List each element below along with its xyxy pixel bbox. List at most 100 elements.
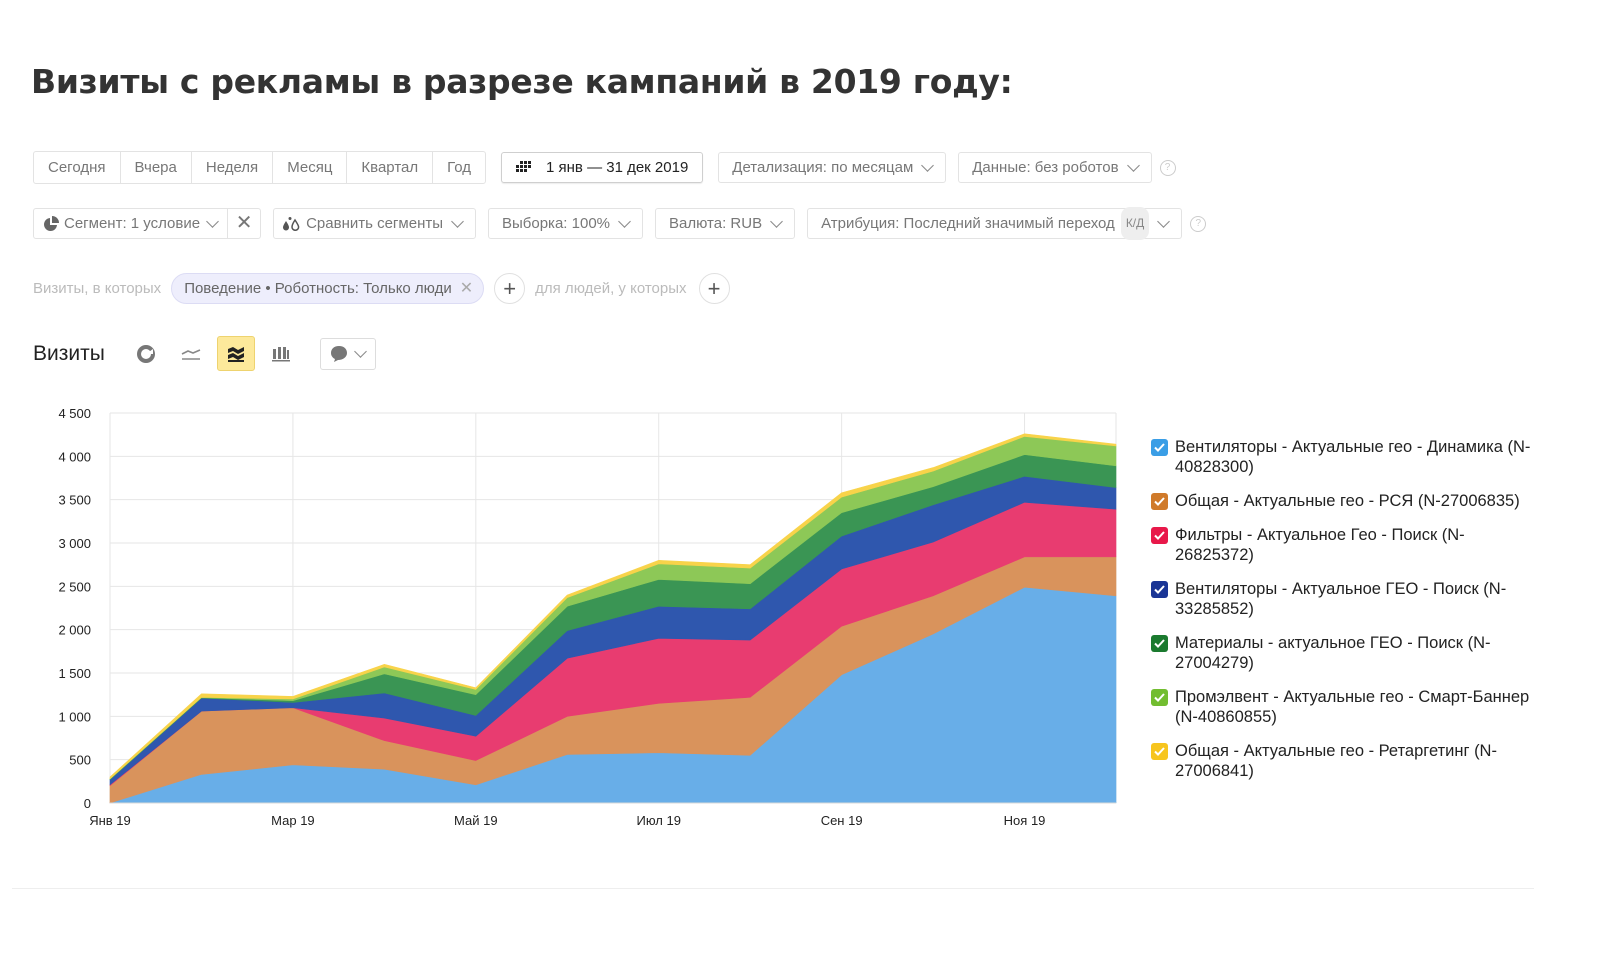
legend-checkbox[interactable] <box>1151 439 1168 456</box>
legend-checkbox[interactable] <box>1151 493 1168 510</box>
checkmark-icon <box>1154 639 1165 648</box>
period-quarter[interactable]: Квартал <box>347 152 434 183</box>
x-tick-label: Сен 19 <box>821 813 863 828</box>
line-chart-button[interactable] <box>172 336 210 371</box>
legend-item[interactable]: Вентиляторы - Актуальное ГЕО - Поиск (N-… <box>1151 579 1531 619</box>
legend-checkbox[interactable] <box>1151 527 1168 544</box>
segment-label: Сегмент: 1 условие <box>64 215 201 232</box>
chevron-down-icon <box>1126 158 1140 172</box>
filter-chip[interactable]: Поведение • Роботность: Только люди ✕ <box>171 273 485 304</box>
divider <box>12 888 1534 889</box>
y-tick-label: 1 000 <box>58 709 91 724</box>
metric-title: Визиты <box>33 341 105 365</box>
currency-dropdown[interactable]: Валюта: RUB <box>655 208 796 239</box>
y-tick-label: 4 000 <box>58 449 91 464</box>
legend-item[interactable]: Фильтры - Актуальное Гео - Поиск (N-2682… <box>1151 525 1531 565</box>
period-selector: Сегодня Вчера Неделя Месяц Квартал Год <box>33 151 487 184</box>
y-tick-label: 4 500 <box>58 406 91 421</box>
legend-item[interactable]: Общая - Актуальные гео - Ретаргетинг (N-… <box>1151 741 1531 781</box>
attribution-dropdown[interactable]: Атрибуция: Последний значимый переход К/… <box>807 207 1183 240</box>
checkmark-icon <box>1154 497 1165 506</box>
legend-checkbox[interactable] <box>1151 689 1168 706</box>
date-range-label: 1 янв — 31 дек 2019 <box>546 159 689 176</box>
chevron-down-icon <box>451 214 464 228</box>
filter-chip-label: Поведение • Роботность: Только люди <box>184 280 452 297</box>
legend-item[interactable]: Материалы - актуальное ГЕО - Поиск (N-27… <box>1151 633 1531 673</box>
visits-filter-label: Визиты, в которых <box>33 280 162 297</box>
x-tick-label: Мар 19 <box>271 813 315 828</box>
close-icon[interactable]: ✕ <box>459 280 474 297</box>
notes-dropdown[interactable] <box>319 337 376 370</box>
compare-segments-dropdown[interactable]: Сравнить сегменты <box>273 208 476 239</box>
bar-chart-button[interactable] <box>262 336 300 371</box>
area-chart-button[interactable] <box>216 336 255 371</box>
chevron-down-icon <box>921 158 935 172</box>
legend-checkbox[interactable] <box>1151 635 1168 652</box>
toolbar-row-1: Сегодня Вчера Неделя Месяц Квартал Год 1… <box>33 151 1176 184</box>
legend-label: Общая - Актуальные гео - РСЯ (N-27006835… <box>1175 492 1520 510</box>
comment-icon <box>331 345 348 362</box>
chevron-down-icon <box>354 344 368 358</box>
add-people-filter-button[interactable]: + <box>698 273 730 304</box>
sample-label: Выборка: 100% <box>502 215 610 232</box>
help-icon[interactable]: ? <box>1190 215 1207 232</box>
stacked-area-icon <box>227 346 244 362</box>
checkmark-icon <box>1154 585 1165 594</box>
legend-label: Вентиляторы - Актуальные гео - Динамика … <box>1175 438 1531 476</box>
legend-label: Материалы - актуальное ГЕО - Поиск (N-27… <box>1175 634 1491 672</box>
y-tick-label: 3 500 <box>58 493 91 508</box>
x-tick-label: Май 19 <box>454 813 498 828</box>
page-title: Визиты с рекламы в разрезе кампаний в 20… <box>31 62 1013 101</box>
legend-item[interactable]: Промэлвент - Актуальные гео - Смарт-Банн… <box>1151 687 1531 727</box>
legend-item[interactable]: Вентиляторы - Актуальные гео - Динамика … <box>1151 437 1531 477</box>
y-tick-label: 1 500 <box>58 666 91 681</box>
y-tick-label: 2 000 <box>58 623 91 638</box>
checkmark-icon <box>1154 747 1165 756</box>
chart-legend: Вентиляторы - Актуальные гео - Динамика … <box>1151 437 1531 795</box>
data-filter-label: Данные: без роботов <box>972 159 1119 176</box>
data-filter-dropdown[interactable]: Данные: без роботов <box>958 152 1152 183</box>
compare-segments-label: Сравнить сегменты <box>306 215 443 232</box>
toolbar-row-2: Сегмент: 1 условие ✕ Сравнить сегменты В… <box>33 207 1207 240</box>
y-tick-label: 500 <box>69 753 91 768</box>
axes: 0 500 1 000 1 500 2 000 2 500 3 000 3 500 4 000 4… <box>58 406 1116 828</box>
help-icon[interactable]: ? <box>1159 159 1176 176</box>
chevron-down-icon <box>206 214 219 228</box>
period-yesterday[interactable]: Вчера <box>121 152 192 183</box>
clear-segment-button[interactable]: ✕ <box>227 208 260 239</box>
area-series-7 <box>109 433 1117 780</box>
drops-icon <box>283 217 300 231</box>
stacked-area-chart: 0 500 1 000 1 500 2 000 2 500 3 000 3 500 4 000 4… <box>58 406 1117 828</box>
chevron-down-icon <box>1157 214 1171 228</box>
period-today[interactable]: Сегодня <box>34 152 121 183</box>
detail-dropdown[interactable]: Детализация: по месяцам <box>718 152 947 183</box>
checkmark-icon <box>1154 531 1165 540</box>
period-month[interactable]: Месяц <box>273 152 348 183</box>
detail-label: Детализация: по месяцам <box>732 159 914 176</box>
legend-label: Вентиляторы - Актуальное ГЕО - Поиск (N-… <box>1175 580 1507 618</box>
chevron-down-icon <box>770 214 783 228</box>
segment-dropdown[interactable]: Сегмент: 1 условие ✕ <box>33 208 262 239</box>
y-tick-label: 3 000 <box>58 536 91 551</box>
series-areas <box>109 433 1117 804</box>
checkmark-icon <box>1154 693 1165 702</box>
legend-checkbox[interactable] <box>1151 581 1168 598</box>
legend-label: Промэлвент - Актуальные гео - Смарт-Банн… <box>1175 688 1530 726</box>
sample-dropdown[interactable]: Выборка: 100% <box>488 208 643 239</box>
period-year[interactable]: Год <box>447 159 472 176</box>
x-tick-label: Июл 19 <box>636 813 680 828</box>
pie-chart-button[interactable] <box>127 336 165 371</box>
legend-item[interactable]: Общая - Актуальные гео - РСЯ (N-27006835… <box>1151 491 1531 511</box>
filter-row: Визиты, в которых Поведение • Роботность… <box>33 273 730 304</box>
y-tick-label: 0 <box>84 796 91 811</box>
date-range-button[interactable]: 1 янв — 31 дек 2019 <box>501 152 704 183</box>
calendar-icon <box>516 160 532 172</box>
add-visit-filter-button[interactable]: + <box>494 273 526 304</box>
attribution-badge: К/Д <box>1120 207 1150 240</box>
legend-label: Фильтры - Актуальное Гео - Поиск (N-2682… <box>1175 526 1465 564</box>
period-week[interactable]: Неделя <box>192 152 274 183</box>
chart-controls: Визиты <box>33 336 376 371</box>
y-tick-label: 2 500 <box>58 579 91 594</box>
legend-label: Общая - Актуальные гео - Ретаргетинг (N-… <box>1175 742 1497 780</box>
legend-checkbox[interactable] <box>1151 743 1168 760</box>
